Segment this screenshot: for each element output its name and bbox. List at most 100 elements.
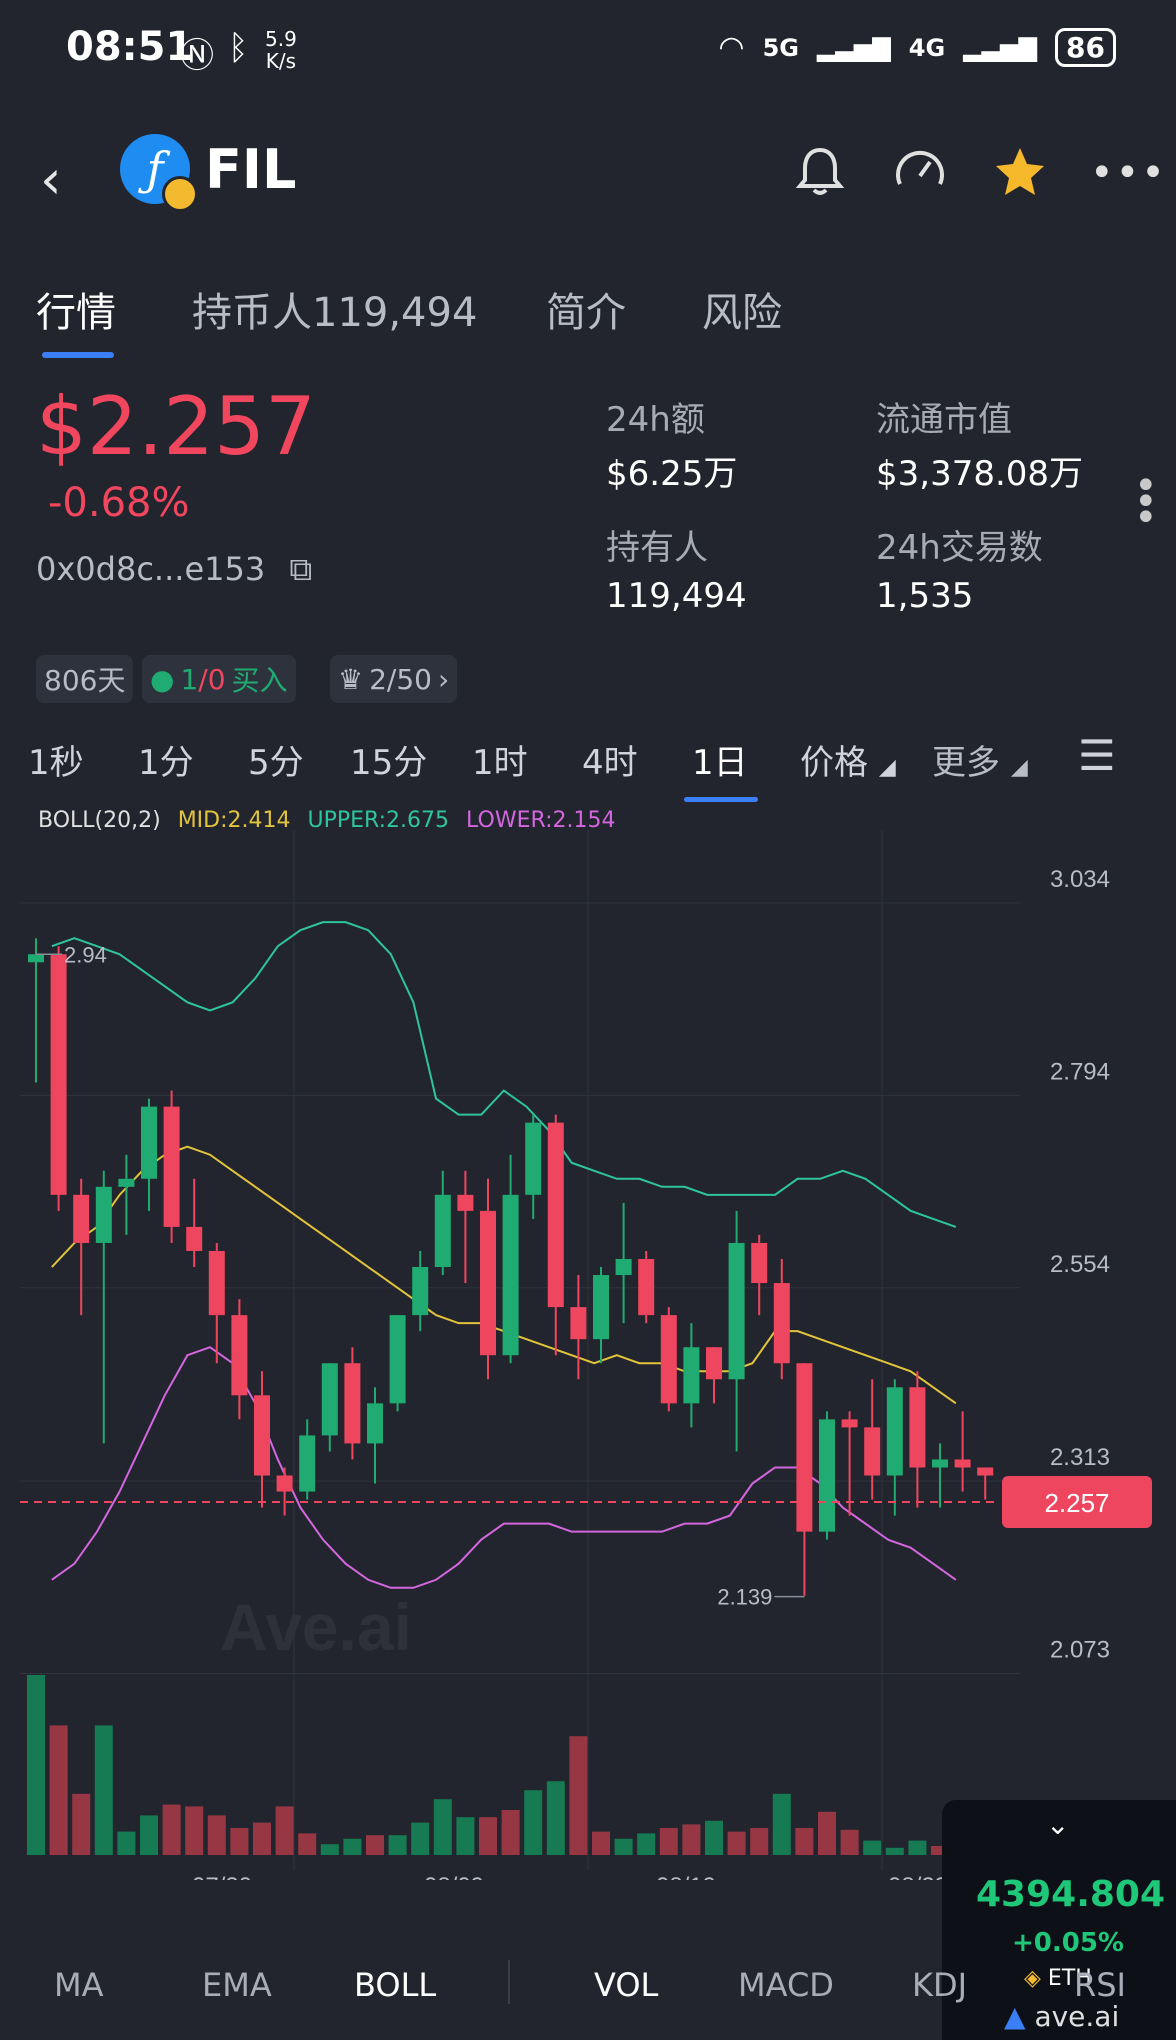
top-holders-badge[interactable]: ♛ 2/50 › [330, 655, 458, 703]
indicator-rsi[interactable]: RSI [1074, 1966, 1126, 2004]
signal-4g: 4G [908, 33, 946, 62]
y-tick-label: 2.554 [1050, 1251, 1110, 1278]
interval-5m[interactable]: 5分 [248, 743, 304, 783]
volume-bar [569, 1736, 588, 1855]
stat-holders-value: 119,494 [606, 576, 747, 616]
candle-body [932, 1459, 948, 1468]
interval-4h[interactable]: 4时 [582, 743, 638, 783]
wifi-icon: ◠ [718, 30, 745, 65]
money-bag-icon: ● [150, 662, 175, 696]
indicator-bar: MA EMA BOLL VOL MACD KDJ RSI [0, 1940, 1176, 2020]
volume-bar [320, 1844, 339, 1855]
bluetooth-icon: ᛒ [228, 28, 249, 68]
volume-bar [72, 1793, 91, 1855]
candle-body [186, 1226, 203, 1251]
candlestick-chart[interactable]: Ave.ai 3.034 2.794 2.554 2.313 2.073 2.257 2.9… [0, 830, 1176, 1900]
watermark-text: Ave.ai [220, 1590, 412, 1664]
bnb-icon: ◈ [1024, 1966, 1041, 1991]
nfc-icon: Ⓝ [180, 36, 214, 76]
more-dropdown-label: 更多 [932, 743, 1000, 783]
candle-body [751, 1242, 768, 1284]
low-label: 2.139 [717, 1585, 772, 1610]
gauge-icon[interactable] [890, 142, 950, 215]
status-time: 08:51 [66, 24, 194, 70]
volume-bar [49, 1725, 68, 1855]
more-vertical-icon[interactable]: • • • [1134, 463, 1158, 541]
volume-bar [885, 1847, 904, 1855]
main-tabs: 行情 持币人119,494 简介 风险 [0, 270, 1176, 360]
bsc-chain-icon [162, 176, 198, 212]
candle-body [796, 1363, 813, 1532]
candle-body [593, 1275, 609, 1340]
candle-body [886, 1387, 903, 1476]
price-change: -0.68% [48, 480, 190, 526]
candle-body [977, 1467, 994, 1476]
back-icon[interactable]: ‹ [40, 148, 62, 211]
tab-holders[interactable]: 持币人119,494 [192, 290, 478, 336]
price-chart[interactable]: Ave.ai 3.034 2.794 2.554 2.313 2.073 2.257 2.9… [0, 830, 1176, 1900]
volume-bar [298, 1833, 317, 1855]
volume-bar [750, 1828, 769, 1855]
high-label: 2.94 [64, 942, 107, 967]
stat-volume-label: 24h额 [606, 400, 705, 440]
interval-1d[interactable]: 1日 [692, 743, 748, 783]
volume-bar [795, 1828, 814, 1855]
candle-body [231, 1315, 248, 1396]
candle-body [321, 1363, 338, 1436]
indicator-ema[interactable]: EMA [202, 1966, 272, 2004]
copy-icon[interactable]: ⧉ [289, 550, 313, 588]
token-name: FIL [205, 138, 297, 201]
candle-body [638, 1258, 655, 1316]
candle-body [389, 1315, 406, 1404]
x-tick-label: 08/19 [656, 1873, 716, 1880]
interval-1s[interactable]: 1秒 [28, 743, 84, 783]
eth-ticker-widget[interactable]: ⌄ 4394.804 +0.05% ◈ ETH ▲ ave.ai [942, 1800, 1176, 2040]
more-dropdown[interactable]: 更多 ◢ [932, 735, 1028, 784]
stat-tx-value: 1,535 [876, 576, 974, 616]
age-badge-text: 806天 [44, 664, 126, 697]
tab-intro[interactable]: 简介 [546, 290, 626, 336]
bell-icon[interactable] [790, 142, 850, 215]
volume-bar [27, 1675, 45, 1855]
chart-settings-icon[interactable]: ☰ [1078, 731, 1116, 780]
candle-body [50, 954, 67, 1195]
candle-body [28, 954, 44, 963]
volume-bar [727, 1831, 746, 1855]
x-tick-label: 08/09 [424, 1873, 484, 1880]
indicator-kdj[interactable]: KDJ [912, 1966, 968, 2004]
volume-bar [637, 1833, 656, 1855]
candle-body [434, 1194, 451, 1268]
candle-body [299, 1435, 316, 1492]
y-tick-label: 2.794 [1050, 1058, 1110, 1085]
collapse-chevron-icon[interactable]: ⌄ [1046, 1808, 1070, 1841]
volume-bar [343, 1838, 362, 1855]
more-icon[interactable]: ••• [1090, 150, 1167, 196]
candle-body [954, 1459, 971, 1468]
ave-brand: ▲ ave.ai [1004, 2000, 1119, 2033]
price-dropdown[interactable]: 价格 ◢ [800, 735, 896, 784]
tab-risk[interactable]: 风险 [702, 290, 782, 336]
tab-market[interactable]: 行情 [36, 290, 116, 336]
indicator-boll[interactable]: BOLL [354, 1966, 437, 2004]
indicator-ma[interactable]: MA [54, 1966, 104, 2004]
current-price-tag-text: 2.257 [1044, 1488, 1109, 1518]
volume-bar [207, 1815, 226, 1855]
candle-body [141, 1106, 157, 1179]
stat-mcap-label: 流通市值 [876, 400, 1012, 440]
buy-badge[interactable]: ● 1/0 买入 [142, 655, 296, 703]
star-icon[interactable] [990, 142, 1050, 215]
candle-body [502, 1194, 519, 1356]
indicator-vol[interactable]: VOL [594, 1966, 659, 2004]
top-holders-text: 2/50 [369, 662, 432, 696]
interval-15m[interactable]: 15分 [350, 743, 428, 783]
battery-level: 86 [1055, 28, 1116, 67]
interval-1h[interactable]: 1时 [472, 743, 528, 783]
volume-bar [614, 1838, 633, 1855]
interval-1m[interactable]: 1分 [138, 743, 194, 783]
eth-token-label: ETH [1047, 1966, 1092, 1991]
volume-bar [94, 1725, 113, 1855]
ave-brand-label: ave.ai [1034, 2000, 1120, 2033]
signal-bars-icon: ▂▃▅▇ [963, 33, 1038, 62]
price-dropdown-label: 价格 [800, 743, 868, 783]
indicator-macd[interactable]: MACD [738, 1966, 834, 2004]
